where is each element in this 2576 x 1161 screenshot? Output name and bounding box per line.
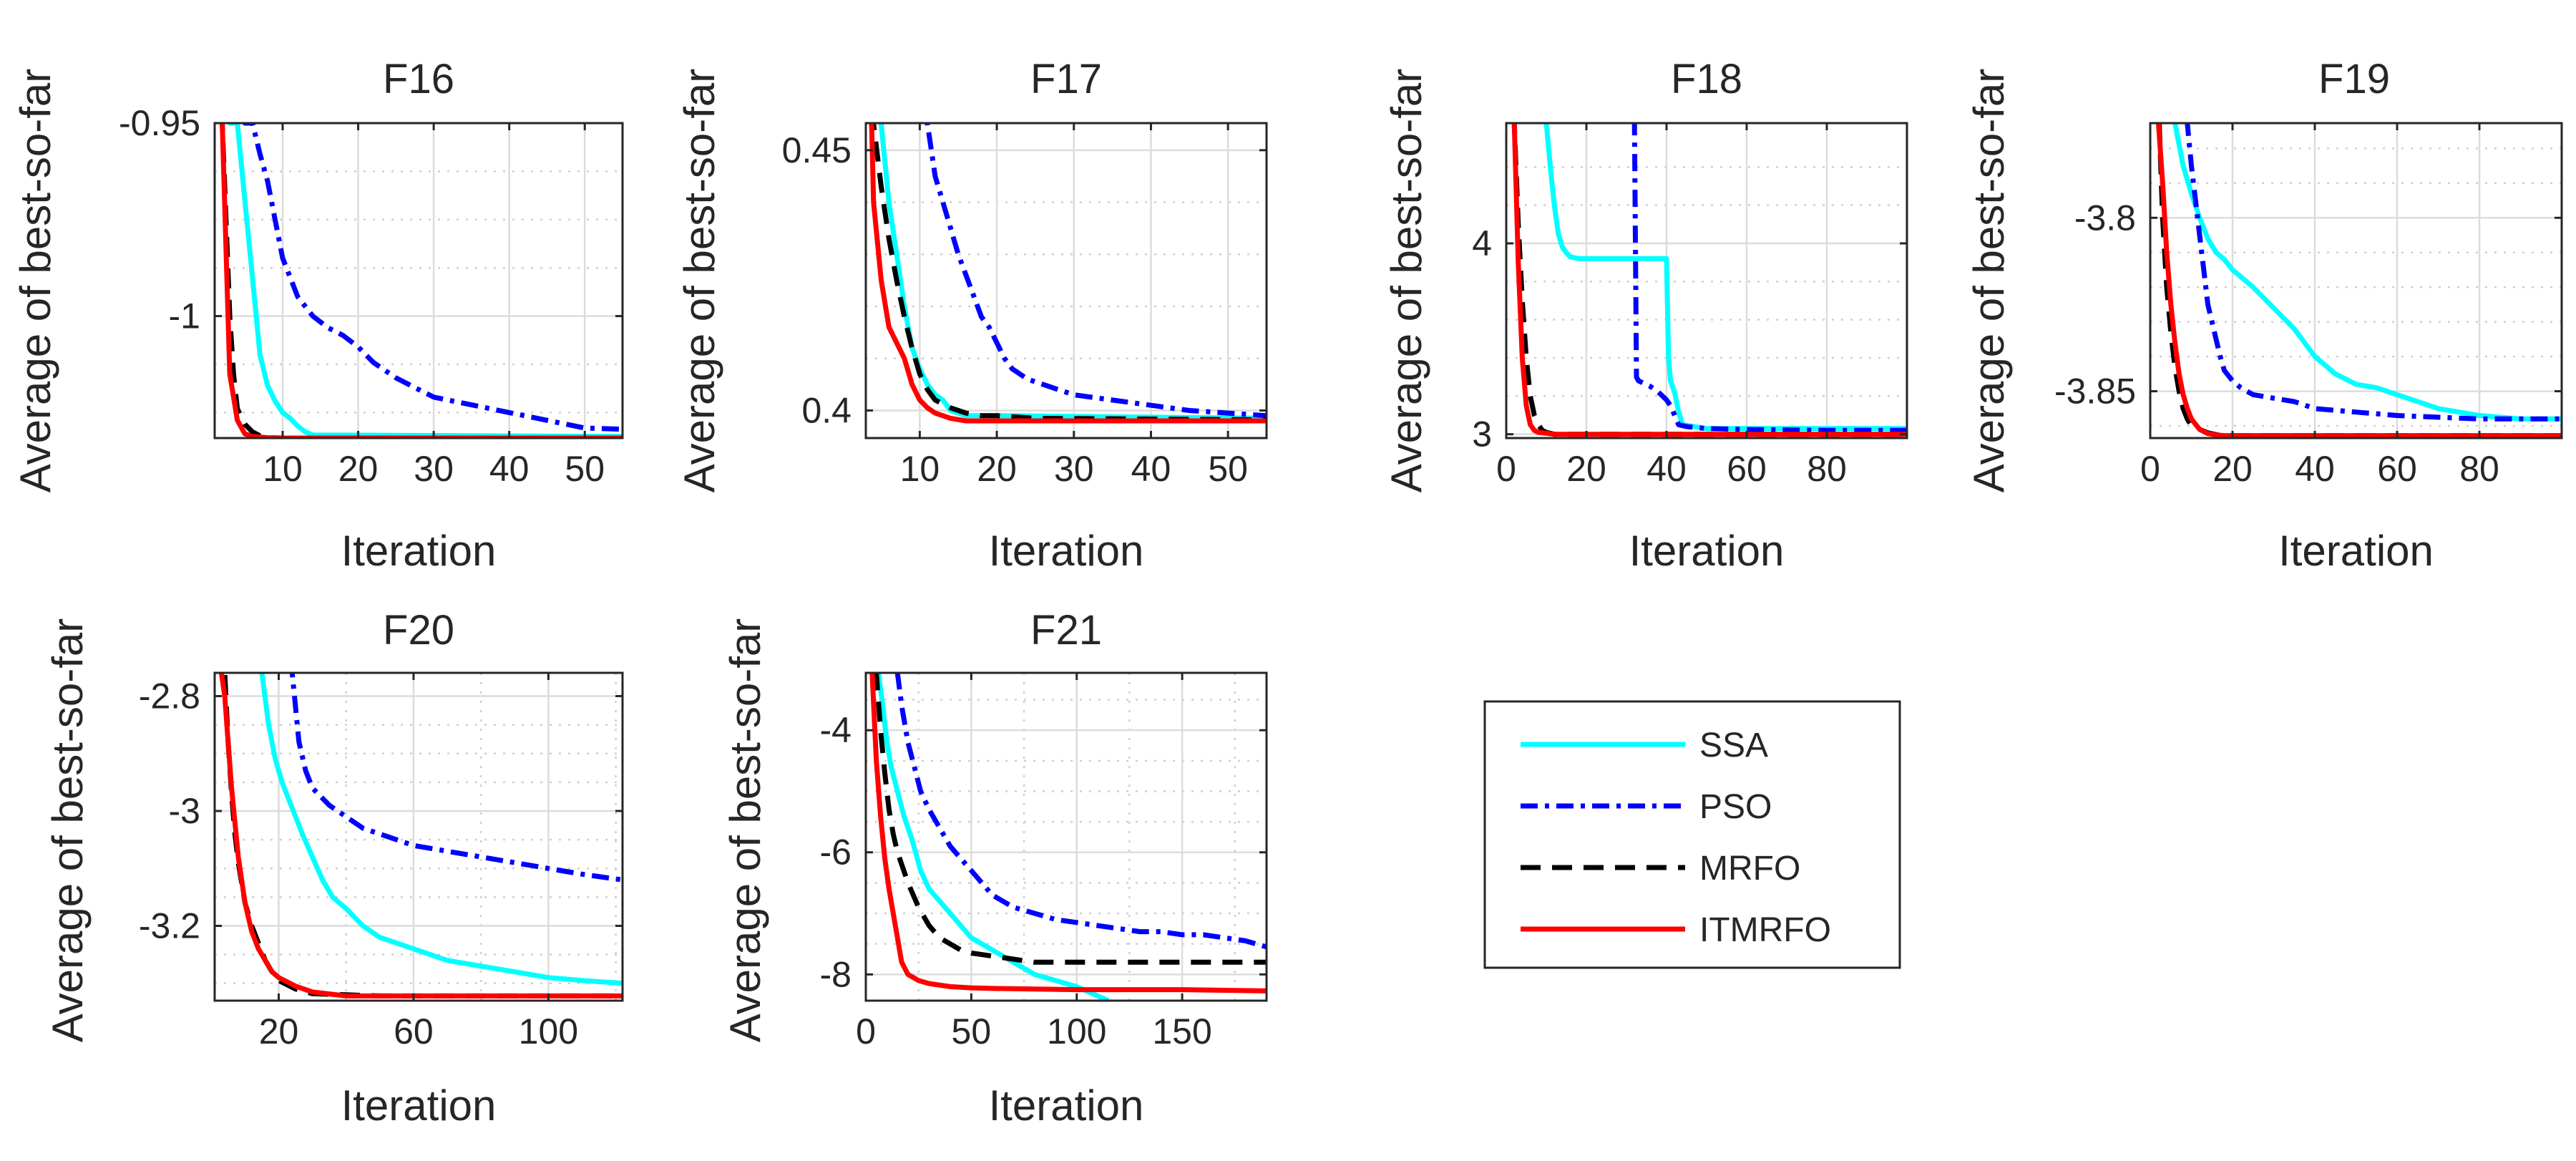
- chart-panel-f21: 0 50 100 150 -8 -6 -4 F21 Iteration Average of be…: [721, 607, 1268, 1130]
- x-tick-label: 80: [2459, 449, 2499, 489]
- series-line-itmrfo: [218, 673, 623, 999]
- y-tick-label: 4: [1472, 223, 1492, 263]
- series-line-ssa: [876, 673, 1110, 1001]
- x-tick-label: 100: [519, 1011, 578, 1051]
- x-tick-label: 10: [900, 449, 940, 489]
- x-axis-label: Iteration: [1629, 527, 1785, 575]
- series-line-itmrfo: [869, 123, 1267, 424]
- axes-frame: [864, 671, 1268, 1002]
- x-axis-label: Iteration: [341, 527, 497, 575]
- x-tick-label: 20: [2212, 449, 2253, 489]
- series-line-pso: [894, 673, 1267, 950]
- plot-area: [215, 673, 623, 1001]
- x-tick-label: 50: [1208, 449, 1248, 489]
- y-axis-label: Average of best-so-far: [11, 69, 59, 493]
- y-tick-label: -3.2: [139, 906, 200, 946]
- legend-label-pso: PSO: [1699, 788, 1772, 826]
- y-tick-label: -0.95: [119, 103, 200, 143]
- series-line-ssa: [2172, 123, 2562, 422]
- y-tick-label: -1: [169, 296, 200, 336]
- series-line-pso: [1631, 123, 1907, 433]
- y-tick-label: -8: [820, 954, 852, 994]
- x-tick-label: 50: [952, 1011, 992, 1051]
- plot-area: [1506, 123, 1907, 438]
- series-line-itmrfo: [869, 673, 1267, 994]
- legend-label-itmrfo: ITMRFO: [1699, 911, 1831, 949]
- legend: SSA PSO MRFO ITMRFO: [1483, 700, 1901, 969]
- y-tick-label: -3: [169, 791, 200, 831]
- y-tick-label: -6: [820, 832, 852, 873]
- axes-frame: [864, 122, 1268, 439]
- y-axis-label: Average of best-so-far: [1382, 69, 1430, 493]
- x-tick-label: 40: [1646, 449, 1687, 489]
- axes-frame: [213, 671, 624, 1002]
- series-line-ssa: [259, 673, 623, 986]
- y-tick-label: -3.85: [2054, 371, 2136, 412]
- x-axis-label: Iteration: [989, 527, 1144, 575]
- x-tick-label: 30: [414, 449, 454, 489]
- legend-label-ssa: SSA: [1699, 727, 1768, 764]
- series-line-mrfo: [2157, 123, 2562, 438]
- y-tick-label: -3.8: [2074, 198, 2136, 238]
- chart-panel-f18: 0 20 40 60 80 3 4 F18 Iteration Average of best-s…: [1382, 56, 1908, 575]
- y-tick-label: -4: [820, 710, 852, 750]
- y-axis-label: Average of best-so-far: [721, 618, 769, 1043]
- series-line-mrfo: [871, 123, 1267, 422]
- legend-label-mrfo: MRFO: [1699, 850, 1800, 888]
- chart-title: F21: [1030, 607, 1102, 654]
- y-tick-label: 0.45: [782, 130, 852, 170]
- chart-title: F16: [383, 56, 454, 102]
- chart-title: F20: [383, 607, 454, 654]
- y-axis-label: Average of best-so-far: [675, 69, 723, 493]
- y-tick-label: 0.4: [801, 390, 852, 430]
- x-tick-label: 80: [1807, 449, 1847, 489]
- x-tick-label: 40: [489, 449, 530, 489]
- series-line-itmrfo: [2155, 123, 2562, 438]
- x-tick-label: 0: [856, 1011, 876, 1051]
- x-tick-label: 20: [977, 449, 1017, 489]
- x-axis-label: Iteration: [341, 1082, 497, 1130]
- chart-panel-f16: 10 20 30 40 50 -1 -0.95 F16 Iteration Average of …: [11, 56, 624, 575]
- x-tick-label: 0: [1496, 449, 1516, 489]
- x-tick-label: 100: [1047, 1011, 1106, 1051]
- x-axis-label: Iteration: [2278, 527, 2434, 575]
- chart-title: F18: [1671, 56, 1742, 102]
- series-line-pso: [2185, 123, 2562, 422]
- y-tick-label: -2.8: [139, 676, 200, 716]
- x-tick-label: 0: [2140, 449, 2160, 489]
- axes-frame: [2149, 122, 2563, 439]
- series-line-itmrfo: [1511, 123, 1907, 437]
- chart-panel-f19: 0 20 40 60 80 -3.85 -3.8 F19 Iteration Average of…: [1965, 56, 2563, 575]
- chart-panel-f17: 10 20 30 40 50 0.4 0.45 F17 Iteration Average of …: [675, 56, 1268, 575]
- x-tick-label: 50: [565, 449, 605, 489]
- x-tick-label: 40: [1131, 449, 1171, 489]
- plot-area: [866, 673, 1267, 1001]
- x-tick-label: 60: [394, 1011, 434, 1051]
- axes-frame: [1505, 122, 1908, 439]
- series-line-ssa: [227, 123, 623, 438]
- x-tick-label: 20: [1566, 449, 1606, 489]
- x-tick-label: 60: [1727, 449, 1767, 489]
- series-line-pso: [242, 123, 623, 432]
- series-line-pso: [924, 123, 1267, 419]
- x-tick-label: 10: [263, 449, 303, 489]
- x-tick-label: 20: [259, 1011, 299, 1051]
- y-axis-label: Average of best-so-far: [1965, 69, 2013, 493]
- chart-panel-f20: 20 60 100 -3.2 -3 -2.8 F20 Iteration Average of …: [44, 607, 624, 1130]
- x-tick-label: 150: [1152, 1011, 1211, 1051]
- series-line-pso: [288, 673, 623, 883]
- chart-title: F17: [1030, 56, 1102, 102]
- axes-frame: [213, 122, 624, 439]
- chart-title: F19: [2318, 56, 2390, 102]
- x-tick-label: 60: [2377, 449, 2417, 489]
- y-axis-label: Average of best-so-far: [44, 618, 92, 1043]
- x-tick-label: 40: [2295, 449, 2335, 489]
- series-line-mrfo: [874, 673, 1267, 965]
- x-tick-label: 30: [1054, 449, 1094, 489]
- series-line-ssa: [1543, 123, 1907, 432]
- y-tick-label: 3: [1472, 414, 1492, 455]
- x-tick-label: 20: [338, 449, 379, 489]
- x-axis-label: Iteration: [989, 1082, 1144, 1130]
